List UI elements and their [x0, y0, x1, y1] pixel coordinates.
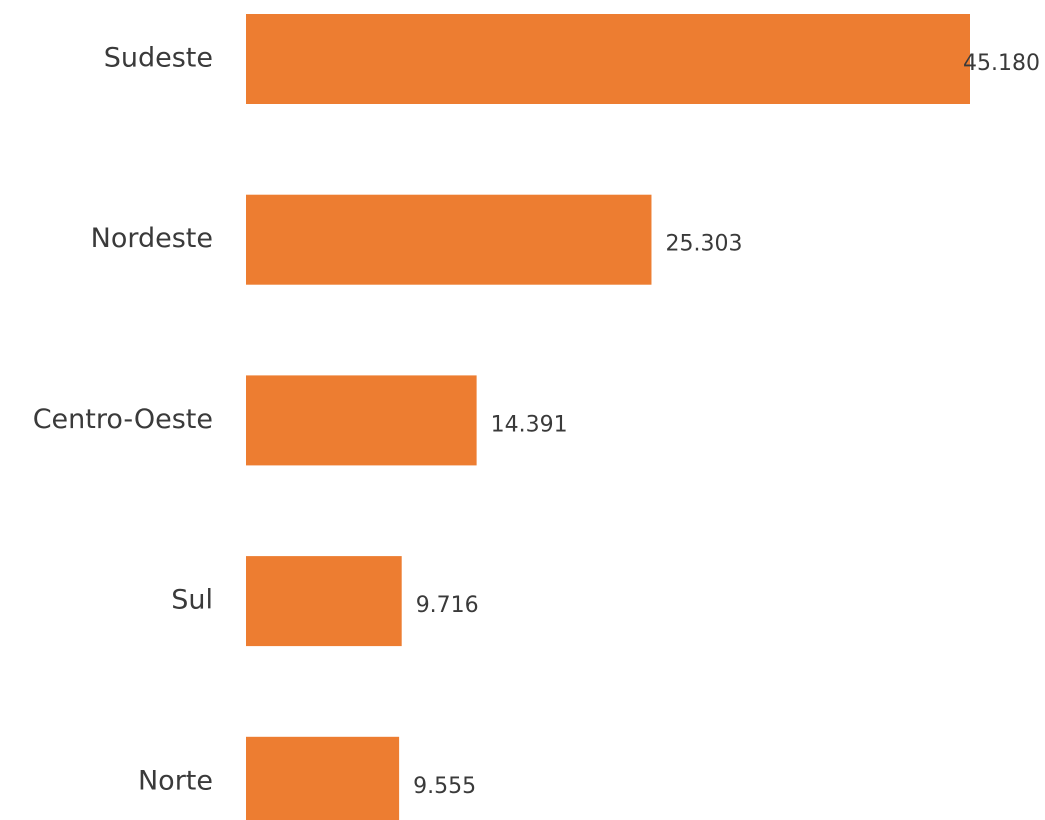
bar: [246, 736, 400, 820]
bar: [246, 375, 477, 466]
bar: [246, 556, 402, 647]
category-label: Norte: [138, 765, 213, 796]
value-label: 9.716: [416, 593, 479, 618]
value-label: 14.391: [491, 412, 568, 437]
value-label: 45.180: [963, 51, 1040, 76]
bar: [246, 14, 970, 104]
category-label: Centro-Oeste: [33, 404, 213, 435]
category-label: Nordeste: [91, 223, 213, 254]
value-label: 9.555: [413, 774, 476, 799]
bar: [246, 194, 652, 285]
category-label: Sul: [171, 585, 213, 616]
value-label: 25.303: [665, 232, 742, 257]
category-label: Sudeste: [104, 43, 213, 74]
